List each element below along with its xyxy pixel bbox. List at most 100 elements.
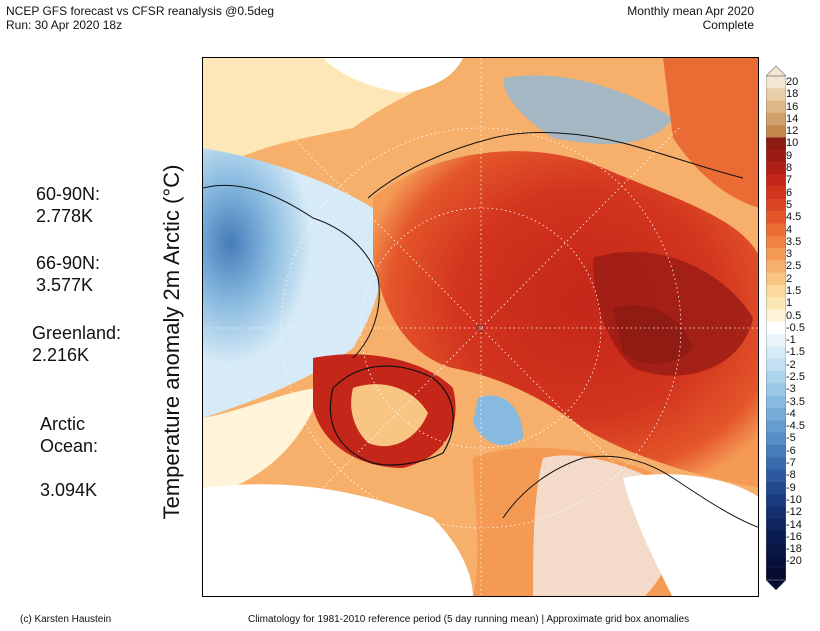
- stat-value: 2.216K: [32, 345, 90, 365]
- colorbar-tick-label: -7: [786, 457, 796, 470]
- colorbar-swatch: [766, 149, 786, 163]
- colorbar-tick-label: -14: [786, 518, 802, 531]
- stat-66-90n: 66-90N: 3.577K: [36, 252, 100, 296]
- colorbar-swatch: [766, 321, 786, 335]
- copyright-text: (c) Karsten Haustein: [20, 614, 112, 625]
- colorbar-swatch: [766, 358, 786, 372]
- colorbar-swatch: [766, 346, 786, 359]
- colorbar-top-arrow: [766, 66, 786, 77]
- anomaly-region: [503, 75, 673, 144]
- anomaly-region: [351, 384, 428, 447]
- colorbar-tick-label: -16: [786, 530, 802, 543]
- colorbar-swatch: [766, 125, 786, 138]
- greenland-coastline: [329, 365, 454, 466]
- colorbar-tick-label: -2: [786, 358, 796, 371]
- stat-value: 3.577K: [36, 275, 94, 295]
- colorbar-tick-label: 20: [786, 76, 799, 88]
- colorbar-tick-label: -2.5: [786, 371, 805, 384]
- colorbar-swatch: [766, 481, 786, 495]
- colorbar-swatch: [766, 186, 786, 200]
- colorbar-tick-label: -12: [786, 506, 802, 519]
- stat-label: 66-90N:: [36, 253, 101, 273]
- anomaly-region: [613, 305, 693, 364]
- colorbar-tick-label: -5: [786, 432, 796, 445]
- north-pole-marker: [477, 324, 485, 332]
- period-line-1: Monthly mean Apr 2020: [627, 4, 754, 18]
- colorbar-tick-label: -8: [786, 469, 796, 482]
- colorbar-swatch: [766, 88, 786, 101]
- colorbar-tick-label: -4.5: [786, 420, 805, 433]
- colorbar-swatch: [766, 235, 786, 249]
- colorbar-swatch: [766, 309, 786, 323]
- colorbar-tick-label: 4.5: [786, 211, 802, 224]
- colorbar-swatch: [766, 284, 786, 298]
- colorbar-tick-label: 12: [786, 125, 799, 138]
- stat-label: Greenland:: [32, 323, 122, 343]
- colorbar-tick-label: 3.5: [786, 235, 802, 248]
- colorbar-tick-label: -3: [786, 383, 796, 396]
- stat-60-90n: 60-90N: 2.778K: [36, 183, 100, 227]
- colorbar-tick-label: -9: [786, 481, 796, 494]
- colorbar-tick-label: 0.5: [786, 309, 802, 322]
- title-line-1: NCEP GFS forecast vs CFSR reanalysis @0.…: [6, 4, 275, 18]
- colorbar-tick-label: 2: [786, 272, 793, 285]
- colorbar-swatch: [766, 469, 786, 482]
- colorbar: [766, 66, 786, 590]
- latitude-circle: [360, 207, 602, 449]
- colorbar-swatch: [766, 248, 786, 261]
- colorbar-swatch: [766, 395, 786, 409]
- stat-value: 2.778K: [36, 206, 94, 226]
- climatology-note: Climatology for 1981-2010 reference peri…: [248, 614, 690, 625]
- colorbar-swatch: [766, 407, 786, 421]
- anomaly-region: [323, 58, 463, 93]
- map-canvas: [203, 58, 758, 596]
- y-axis-label: Temperature anomaly 2m Arctic (°C): [159, 164, 184, 520]
- colorbar-tick-label: -1.5: [786, 346, 805, 359]
- colorbar-swatch: [766, 543, 786, 556]
- colorbar-swatch: [766, 530, 786, 544]
- colorbar-swatch: [766, 518, 786, 532]
- colorbar-swatch: [766, 420, 786, 433]
- colorbar-bottom-arrow: [766, 579, 786, 590]
- colorbar-tick-label: -4: [786, 407, 796, 420]
- colorbar-tick-label: -3.5: [786, 395, 805, 408]
- colorbar-tick-label: -1: [786, 334, 796, 347]
- colorbar-swatch: [766, 457, 786, 470]
- colorbar-frame: [766, 75, 786, 581]
- colorbar-tick-label: -6: [786, 444, 796, 457]
- colorbar-swatch: [766, 432, 786, 445]
- colorbar-tick-label: 1.5: [786, 284, 802, 297]
- stat-label: 60-90N:: [36, 184, 101, 204]
- colorbar-swatch: [766, 371, 786, 384]
- colorbar-tick-label: 8: [786, 162, 793, 175]
- colorbar-swatch: [766, 493, 786, 507]
- colorbar-swatch: [766, 444, 786, 458]
- stat-arctic-ocean: Arctic Ocean: 3.094K: [40, 391, 98, 523]
- colorbar-tick-label: 10: [786, 137, 799, 150]
- colorbar-swatch: [766, 555, 786, 568]
- colorbar-swatch: [766, 174, 786, 187]
- colorbar-swatch: [766, 76, 786, 89]
- meridian-line: [282, 127, 680, 529]
- colorbar-swatch: [766, 211, 786, 224]
- anomaly-region: [373, 151, 758, 488]
- colorbar-tick-label: -18: [786, 543, 802, 556]
- colorbar-tick-label: -20: [786, 555, 802, 568]
- colorbar-swatch: [766, 260, 786, 273]
- anomaly-region: [203, 484, 473, 596]
- chart-title: NCEP GFS forecast vs CFSR reanalysis @0.…: [6, 4, 274, 32]
- colorbar-tick-label: 1: [786, 297, 793, 310]
- meridian-line: [282, 127, 680, 529]
- anomaly-region: [203, 148, 384, 418]
- colorbar-swatch: [766, 506, 786, 519]
- siberia-coastline: [367, 132, 744, 199]
- title-line-2: Run: 30 Apr 2020 18z: [6, 18, 123, 32]
- anomaly-region: [663, 58, 758, 208]
- colorbar-tick-label: 18: [786, 88, 799, 101]
- colorbar-swatch: [766, 383, 786, 396]
- stat-label: Arctic Ocean:: [40, 414, 99, 456]
- colorbar-tick-label: 2.5: [786, 260, 802, 273]
- colorbar-tick-label: 9: [786, 149, 793, 162]
- colorbar-swatch: [766, 272, 786, 286]
- colorbar-swatch: [766, 223, 786, 237]
